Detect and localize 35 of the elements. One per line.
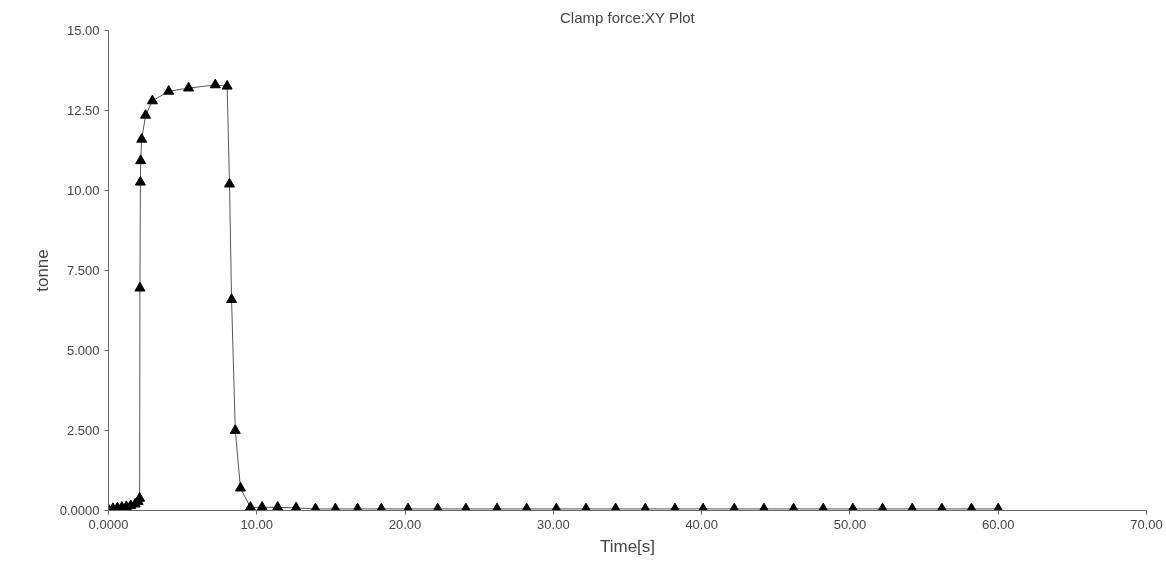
point	[226, 293, 238, 304]
point	[234, 481, 246, 492]
x-tick-label: 70.00	[1130, 516, 1163, 532]
point	[140, 109, 152, 119]
y-tick-label: 10.00	[66, 183, 100, 198]
y-axis-title: tonne	[32, 249, 52, 292]
x-tick-label: 60.00	[981, 516, 1015, 532]
x-tick-label: 20.00	[388, 516, 422, 532]
y-tick-label: 5.000	[66, 343, 100, 358]
y-tick-label: 7.500	[66, 263, 100, 278]
point	[136, 133, 148, 143]
x-tick-label: 40.00	[685, 516, 718, 532]
point	[244, 501, 256, 511]
x-tick-label: 50.00	[833, 516, 867, 532]
point	[221, 79, 233, 90]
point	[272, 501, 284, 511]
point	[163, 85, 175, 95]
point	[229, 424, 241, 434]
point	[134, 281, 146, 292]
point	[135, 154, 147, 165]
point	[209, 78, 221, 89]
point	[146, 94, 158, 105]
y-tick-label: 2.500	[66, 423, 100, 438]
x-tick-label: 30.00	[537, 516, 570, 532]
y-tick-label: 12.50	[66, 103, 100, 118]
chart-title: Clamp force:XY Plot	[559, 8, 696, 26]
y-tick-label: 0.0000	[59, 503, 100, 518]
point	[134, 175, 146, 186]
point	[224, 177, 235, 188]
point	[183, 81, 195, 92]
point	[256, 501, 268, 511]
x-tick-label: 0.0000	[88, 516, 129, 532]
x-tick-label: 10.00	[240, 516, 274, 532]
x-axis-title: Time[s]	[599, 536, 656, 556]
y-tick-label: 15.00	[66, 23, 100, 38]
